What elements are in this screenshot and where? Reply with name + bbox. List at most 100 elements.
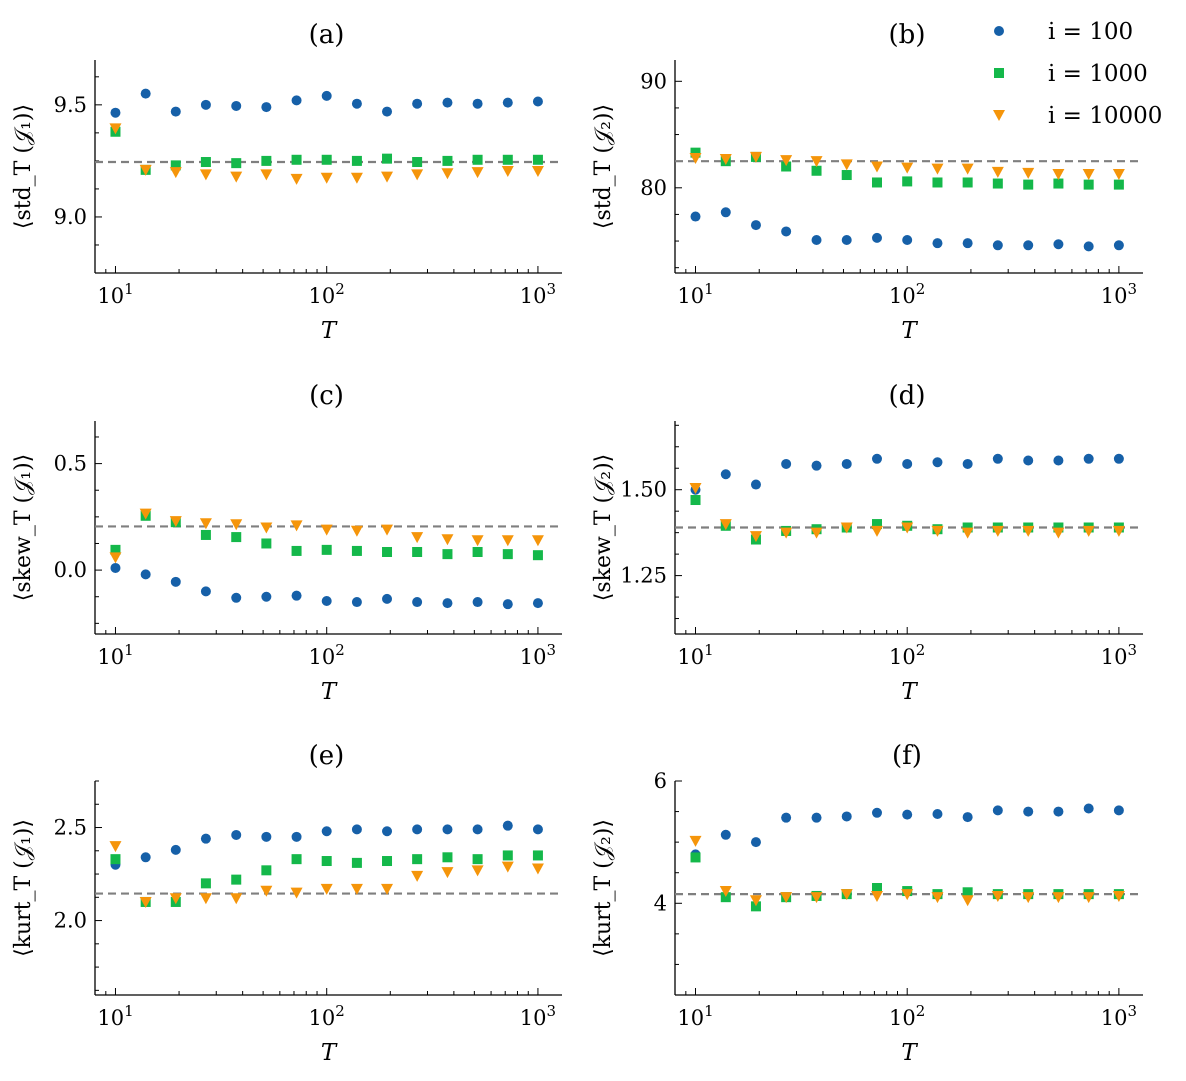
y-axis-label: ⟨skew_T (𝒥₂)⟩ (591, 454, 616, 601)
data-point-triangle-down (961, 527, 974, 539)
data-point-circle (532, 824, 543, 835)
data-point-circle (200, 586, 211, 597)
data-point-triangle-down (689, 482, 702, 494)
data-point-square (962, 522, 973, 533)
x-axis-label: T (321, 318, 338, 344)
data-point-triangle-down (260, 169, 273, 181)
x-axis-label: T (321, 1040, 338, 1066)
data-point-square (720, 892, 731, 903)
x-tick-label: 103 (1101, 280, 1137, 308)
data-point-circle (291, 831, 302, 842)
data-point-circle (841, 458, 852, 469)
data-point-triangle-down (780, 527, 793, 539)
data-point-square (382, 546, 393, 557)
data-point-circle (110, 562, 121, 573)
data-point-square (841, 170, 852, 181)
data-point-circle (781, 226, 792, 237)
data-point-triangle-down (531, 863, 544, 875)
data-point-circle (841, 234, 852, 245)
data-point-circle (140, 852, 151, 863)
data-point-triangle-down (1022, 892, 1035, 904)
data-point-square (291, 854, 302, 865)
data-point-triangle-down (749, 151, 762, 163)
data-point-triangle-down (320, 524, 333, 536)
legend: i = 100 i = 1000 i = 10000 (993, 19, 1162, 129)
y-tick-label: 9.5 (54, 93, 87, 117)
data-point-square (442, 549, 453, 560)
data-point-triangle-down (381, 524, 394, 536)
data-point-circle (962, 458, 973, 469)
data-point-triangle-down (840, 522, 853, 534)
data-point-square (502, 154, 513, 165)
data-point-circle (902, 234, 913, 245)
data-point-triangle-down (230, 171, 243, 183)
data-point-triangle-down (870, 161, 883, 173)
data-point-triangle-down (411, 870, 424, 882)
data-point-circle (811, 812, 822, 823)
data-point-triangle-down (1082, 525, 1095, 537)
data-point-square (351, 857, 362, 868)
data-point-triangle-down (780, 155, 793, 167)
data-point-triangle-down (320, 172, 333, 184)
data-point-square (1053, 178, 1064, 189)
x-axis-label: T (901, 1040, 918, 1066)
data-point-triangle-down (749, 531, 762, 543)
data-point-triangle-down (1022, 525, 1035, 537)
data-point-square (690, 147, 701, 158)
data-point-square (442, 155, 453, 166)
data-point-circle (1113, 240, 1124, 251)
data-point-triangle-down (109, 841, 122, 853)
data-point-square (110, 854, 121, 865)
data-point-square (502, 549, 513, 560)
data-point-circle (472, 824, 483, 835)
data-point-triangle-down (350, 525, 363, 537)
data-point-square (200, 878, 211, 889)
data-point-circle (472, 597, 483, 608)
legend-label: i = 1000 (1048, 61, 1148, 87)
data-point-square (871, 519, 882, 530)
panel-title: (c) (309, 381, 344, 411)
data-point-square (261, 865, 272, 876)
x-tick-label: 101 (677, 280, 713, 308)
data-point-square (412, 157, 423, 168)
data-point-square (532, 850, 543, 861)
legend-marker-triangle-down (993, 110, 1005, 121)
data-point-circle (532, 96, 543, 107)
data-point-triangle-down (531, 535, 544, 547)
data-point-circle (351, 824, 362, 835)
x-tick-label: 101 (97, 1002, 133, 1030)
data-point-circle (932, 809, 943, 820)
y-tick-label: 0.0 (54, 558, 87, 582)
data-point-circle (502, 97, 513, 108)
data-point-circle (200, 833, 211, 844)
data-point-circle (200, 99, 211, 110)
x-tick-label: 102 (309, 1002, 345, 1030)
data-point-triangle-down (961, 895, 974, 907)
data-point-triangle-down (109, 123, 122, 135)
data-point-circle (932, 457, 943, 468)
data-point-square (532, 550, 543, 561)
data-point-circle (412, 98, 423, 109)
data-point-square (992, 178, 1003, 189)
data-point-triangle-down (109, 552, 122, 564)
data-point-circle (261, 591, 272, 602)
data-point-circle (720, 469, 731, 480)
data-point-square (291, 545, 302, 556)
data-point-triangle-down (719, 154, 732, 166)
data-point-square (472, 546, 483, 557)
data-point-circle (170, 844, 181, 855)
data-point-triangle-down (931, 892, 944, 904)
data-point-circle (1023, 240, 1034, 251)
data-point-triangle-down (411, 532, 424, 544)
data-point-triangle-down (139, 508, 152, 520)
y-tick-label: 0.5 (54, 452, 87, 476)
data-point-triangle-down (260, 522, 273, 534)
data-point-triangle-down (689, 835, 702, 847)
data-point-circle (412, 824, 423, 835)
data-point-triangle-down (350, 883, 363, 895)
data-point-square (690, 495, 701, 506)
y-axis-label: ⟨std_T (𝒥₁)⟩ (11, 104, 36, 229)
data-point-circle (170, 106, 181, 117)
data-point-circle (902, 458, 913, 469)
